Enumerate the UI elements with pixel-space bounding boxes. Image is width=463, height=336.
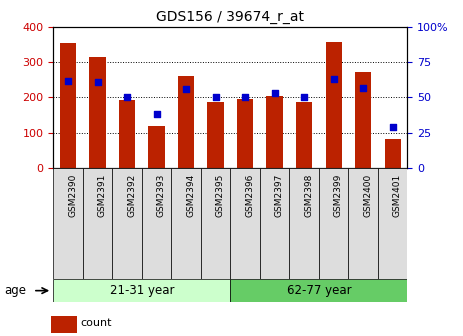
Text: GSM2390: GSM2390 — [68, 174, 77, 217]
Point — [389, 124, 396, 130]
Text: GSM2396: GSM2396 — [245, 174, 254, 217]
Bar — [53, 168, 83, 279]
Bar — [53, 279, 231, 302]
Bar — [113, 168, 142, 279]
Point — [64, 78, 72, 83]
Title: GDS156 / 39674_r_at: GDS156 / 39674_r_at — [156, 10, 304, 25]
Bar — [51, 316, 77, 333]
Bar — [142, 168, 171, 279]
Bar — [231, 168, 260, 279]
Text: GSM2392: GSM2392 — [127, 174, 136, 217]
Bar — [378, 168, 407, 279]
Point — [153, 112, 160, 117]
Bar — [89, 57, 106, 168]
Bar — [260, 168, 289, 279]
Bar — [119, 100, 135, 168]
Bar — [319, 168, 349, 279]
Text: count: count — [81, 318, 112, 328]
Point — [212, 95, 219, 100]
Bar — [171, 168, 201, 279]
Bar — [289, 168, 319, 279]
Bar — [60, 43, 76, 168]
Text: 62-77 year: 62-77 year — [287, 284, 351, 297]
Text: GSM2399: GSM2399 — [334, 174, 343, 217]
Bar — [267, 96, 283, 168]
Point — [330, 76, 338, 82]
Text: 21-31 year: 21-31 year — [110, 284, 174, 297]
Bar — [349, 168, 378, 279]
Text: GSM2393: GSM2393 — [156, 174, 166, 217]
Text: age: age — [4, 284, 26, 297]
Bar — [325, 42, 342, 168]
Bar — [231, 279, 407, 302]
Text: GSM2401: GSM2401 — [393, 174, 402, 217]
Bar — [355, 72, 371, 168]
Bar — [83, 168, 113, 279]
Text: GSM2398: GSM2398 — [304, 174, 313, 217]
Text: GSM2394: GSM2394 — [186, 174, 195, 217]
Point — [94, 79, 101, 85]
Text: GSM2397: GSM2397 — [275, 174, 284, 217]
Bar — [178, 76, 194, 168]
Bar — [385, 139, 401, 168]
Text: GSM2391: GSM2391 — [98, 174, 106, 217]
Bar — [149, 126, 165, 168]
Bar — [296, 102, 312, 168]
Text: GSM2400: GSM2400 — [363, 174, 372, 217]
Bar — [237, 99, 253, 168]
Point — [182, 86, 190, 92]
Point — [123, 95, 131, 100]
Point — [241, 95, 249, 100]
Point — [300, 95, 308, 100]
Bar — [207, 102, 224, 168]
Text: GSM2395: GSM2395 — [216, 174, 225, 217]
Point — [359, 85, 367, 90]
Bar — [201, 168, 231, 279]
Point — [271, 90, 278, 96]
